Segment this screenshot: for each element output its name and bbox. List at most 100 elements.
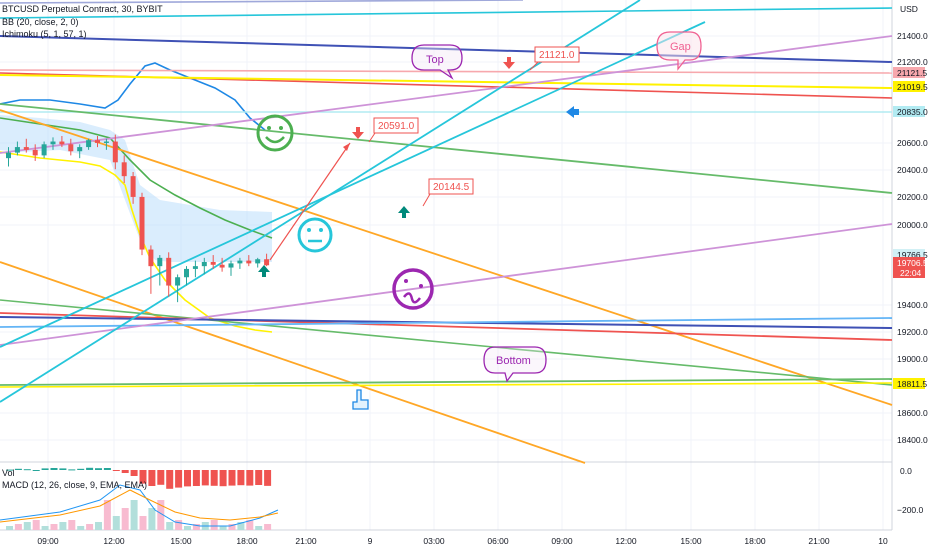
macd-line [0,484,279,527]
macd-bar [228,470,236,486]
price-tick: 21400.0 [897,31,928,41]
volume-bar [14,524,22,530]
volume-bar [103,500,111,530]
callout-top[interactable]: Top [411,44,463,80]
macd-bar [139,470,147,484]
volume-bar [77,526,85,530]
time-tick: 12:00 [103,536,125,546]
arrow-down-icon[interactable] [503,57,515,69]
macd-tick: 0.0 [900,466,912,476]
volume-bar [41,526,49,530]
candles [6,134,270,303]
arrow-up-icon[interactable] [398,206,410,218]
macd-bar [184,470,191,487]
happy-face-icon[interactable] [256,114,294,152]
candle [50,141,56,145]
time-tick: 03:00 [423,536,445,546]
volume-bar [139,516,147,530]
candle [175,277,181,286]
volume-bar [121,508,129,530]
macd-bar [86,467,94,470]
ichimoku-legend[interactable]: Ichimoku (5, 1, 57, 1) [2,29,87,39]
macd-bar [166,470,174,489]
volume-bar [184,526,191,530]
volume-bar [95,522,102,530]
candle [148,249,154,267]
arrow-down-icon[interactable] [352,127,364,139]
time-tick: 06:00 [487,536,509,546]
price-label-box[interactable]: 21121.0 [529,46,580,71]
time-axis[interactable]: 09:00 12:00 15:00 18:00 21:00 9 03:00 06… [37,536,888,546]
candle [157,257,163,267]
candle [32,149,38,156]
currency-label: USD [900,4,918,14]
volume-bar [157,500,165,530]
bb-legend[interactable]: BB (20, close, 2, 0) [2,17,79,27]
macd-bar [50,468,58,470]
candle [210,262,216,265]
volume-bar [130,500,138,530]
candle [228,263,234,268]
price-label-text: 20144.5 [433,182,470,193]
volume-bar [59,522,67,530]
volume-bar [255,526,263,530]
volume-bar [50,524,58,530]
macd-bar [77,468,85,470]
macd-bar [219,470,227,487]
macd-legend[interactable]: MACD (12, 26, close, 9, EMA, EMA) [2,480,148,490]
macd-bar [32,470,40,471]
candle [23,147,29,150]
macd-bar [23,469,31,471]
time-tick: 09:00 [37,536,59,546]
confused-face-icon[interactable] [392,268,434,310]
candle [41,144,47,156]
price-tick: 19000.0 [897,354,928,364]
price-badge: 20835.0 [897,107,928,117]
price-badge: 21121.5 [897,68,927,78]
price-badges: 21121.5 21019.5 20835.0 19766.5 19706.5 … [893,67,928,389]
pointer-hand-icon[interactable] [352,389,369,410]
candle [264,259,270,266]
price-tick: 18400.0 [897,435,928,445]
price-label-box[interactable]: 20591.0 [368,117,419,143]
candle [237,260,243,264]
symbol-legend[interactable]: BTCUSD Perpetual Contract, 30, BYBIT [2,4,163,14]
macd-bar [121,470,129,473]
price-tick: 19400.0 [897,300,928,310]
candle [59,141,65,145]
candle [130,176,136,197]
macd-bar [246,470,254,486]
price-label-box[interactable]: 20144.5 [422,178,474,207]
volume-bar [112,516,120,530]
price-tick: 20200.0 [897,192,928,202]
candle [139,196,145,250]
macd-bar [264,470,272,486]
vol-legend[interactable]: Vol [2,468,15,478]
time-tick: 09:00 [551,536,573,546]
price-axis[interactable]: USD 21400.0 21200.0 20600.0 20400.0 2020… [897,4,928,515]
candle [6,152,11,159]
macd-tick: −200.0 [897,505,924,515]
volume-bar [192,524,200,530]
volume-bar [32,520,40,530]
candle [201,262,207,267]
volume-bar [68,520,76,530]
macd-bar [95,468,102,470]
price-tick: 18600.0 [897,408,928,418]
callout-bottom[interactable]: Bottom [483,346,547,383]
time-tick: 15:00 [680,536,702,546]
volume-bar [86,524,94,530]
macd-bar [41,468,49,470]
arrow-up-icon[interactable] [258,265,270,277]
candle [192,266,198,269]
price-badge: 21019.5 [897,82,928,92]
macd-bar [6,469,13,471]
ichimoku-cloud [0,115,272,262]
callout-gap[interactable]: Gap [656,31,702,71]
neutral-face-icon[interactable] [297,217,333,253]
bb-upper-line [0,62,266,131]
arrow-left-icon[interactable] [566,106,579,118]
volume-bar [219,526,227,530]
